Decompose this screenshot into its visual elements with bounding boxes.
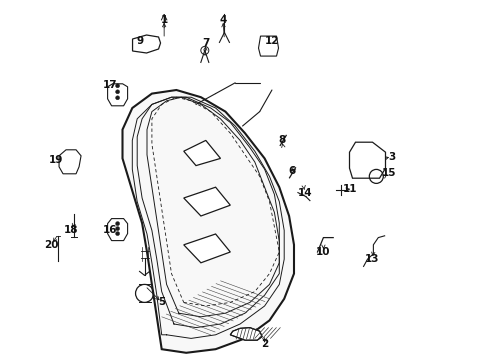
Text: 7: 7: [202, 38, 210, 48]
Text: 10: 10: [316, 247, 331, 257]
Polygon shape: [259, 36, 278, 56]
Text: 12: 12: [265, 36, 279, 46]
Text: 17: 17: [103, 80, 118, 90]
Text: 14: 14: [297, 188, 312, 198]
Text: 19: 19: [49, 155, 64, 165]
Polygon shape: [122, 90, 294, 353]
Circle shape: [116, 96, 120, 100]
Polygon shape: [349, 142, 386, 178]
Text: 15: 15: [382, 168, 397, 178]
Circle shape: [116, 84, 120, 88]
Circle shape: [116, 222, 120, 226]
Text: 8: 8: [278, 135, 285, 145]
Text: 2: 2: [261, 339, 268, 349]
Text: 3: 3: [389, 152, 395, 162]
Circle shape: [116, 226, 120, 231]
Text: 11: 11: [343, 184, 358, 194]
Text: 18: 18: [64, 225, 78, 235]
Text: 5: 5: [158, 297, 165, 307]
Polygon shape: [184, 187, 230, 216]
Polygon shape: [230, 328, 262, 340]
Text: 13: 13: [365, 254, 380, 264]
Polygon shape: [108, 84, 127, 106]
Polygon shape: [184, 140, 220, 166]
Polygon shape: [133, 35, 161, 53]
Text: 20: 20: [44, 240, 59, 250]
Text: 4: 4: [219, 15, 227, 25]
Circle shape: [116, 231, 120, 235]
Text: 9: 9: [136, 36, 143, 46]
Text: 1: 1: [161, 15, 168, 25]
Polygon shape: [108, 219, 127, 240]
Circle shape: [116, 90, 120, 94]
Text: 6: 6: [288, 166, 295, 176]
Polygon shape: [59, 150, 81, 174]
Text: 16: 16: [103, 225, 118, 235]
Polygon shape: [184, 234, 230, 263]
